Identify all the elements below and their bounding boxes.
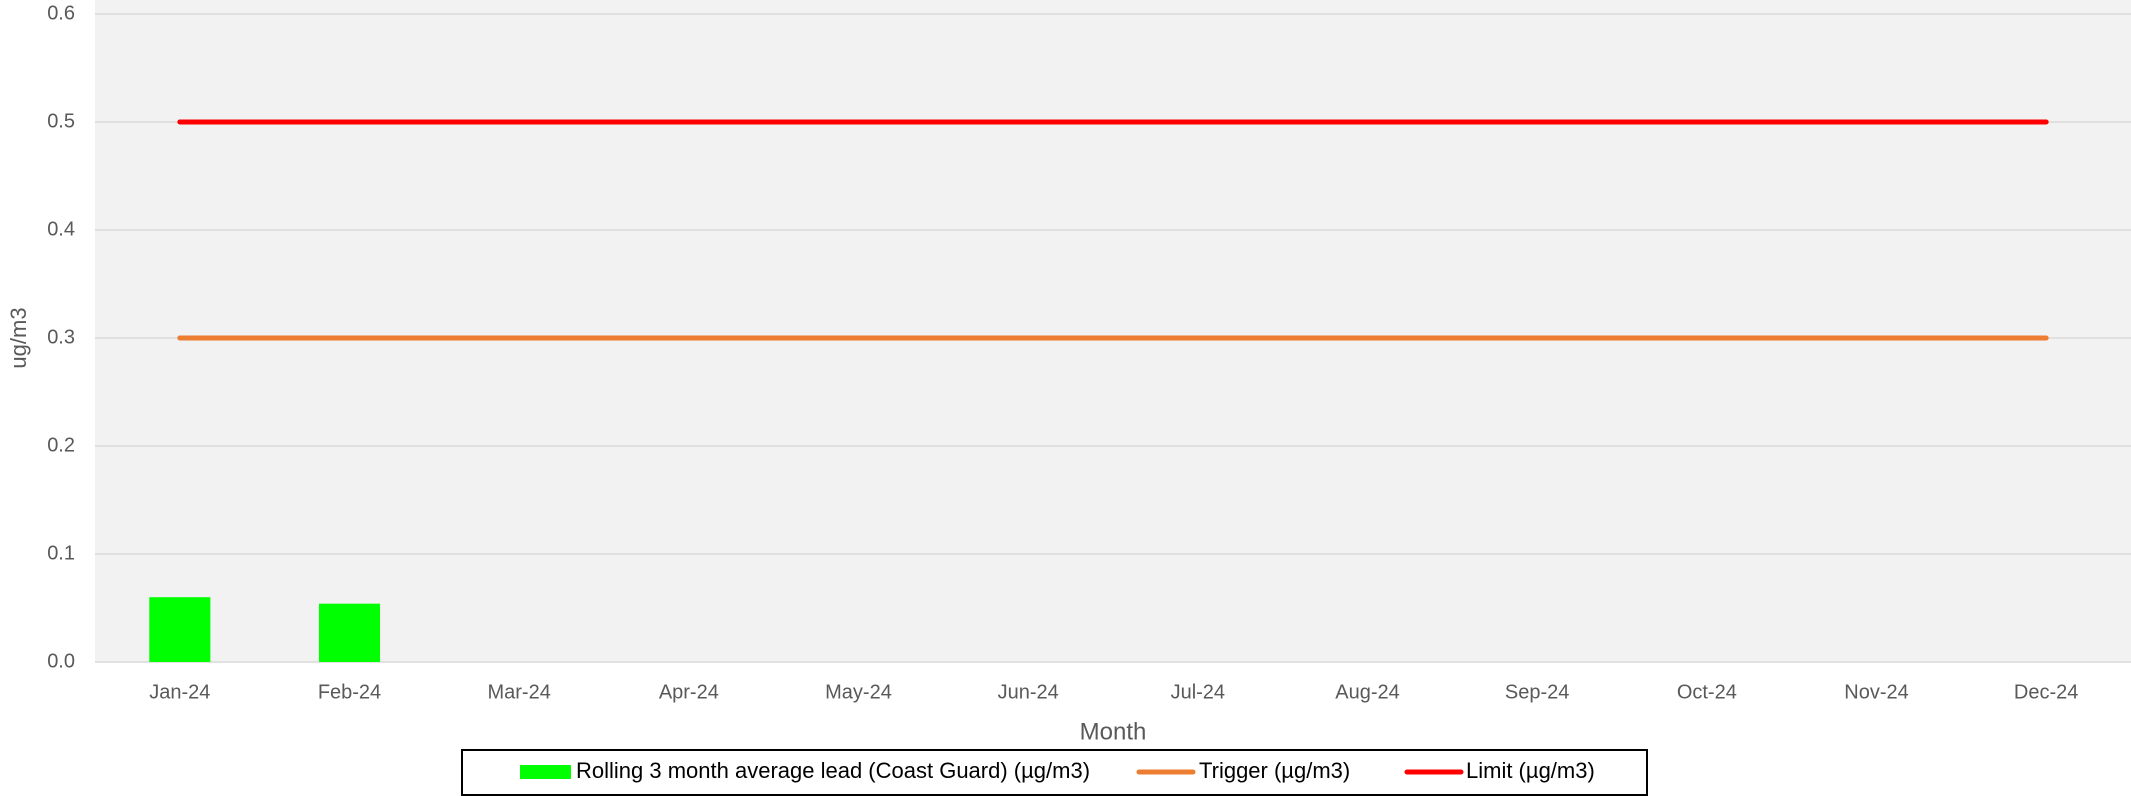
x-tick-label: Sep-24 [1505, 681, 1570, 703]
y-tick-label: 0.0 [47, 650, 75, 672]
y-tick-label: 0.1 [47, 542, 75, 564]
bar [149, 597, 211, 662]
y-tick-label: 0.3 [47, 326, 75, 348]
x-tick-label: Mar-24 [487, 681, 550, 703]
y-axis-title: ug/m3 [6, 307, 31, 368]
y-tick-label: 0.6 [47, 2, 75, 24]
x-tick-label: May-24 [825, 681, 892, 703]
x-tick-label: Aug-24 [1335, 681, 1400, 703]
x-tick-label: Jul-24 [1171, 681, 1225, 703]
y-tick-label: 0.5 [47, 110, 75, 132]
x-tick-label: Apr-24 [659, 681, 719, 703]
y-tick-label: 0.2 [47, 434, 75, 456]
y-tick-label: 0.4 [47, 218, 75, 240]
x-axis-title: Month [1080, 718, 1147, 745]
x-tick-label: Jun-24 [998, 681, 1059, 703]
legend-label: Limit (µg/m3) [1466, 758, 1595, 783]
legend-label: Trigger (µg/m3) [1199, 758, 1350, 783]
plot-area [95, 0, 2131, 662]
x-tick-label: Jan-24 [149, 681, 210, 703]
x-tick-label: Dec-24 [2014, 681, 2078, 703]
x-tick-label: Feb-24 [318, 681, 381, 703]
legend-label: Rolling 3 month average lead (Coast Guar… [576, 758, 1090, 783]
bar [318, 603, 381, 662]
x-tick-label: Oct-24 [1677, 681, 1737, 703]
legend-swatch [520, 765, 571, 779]
x-tick-label: Nov-24 [1844, 681, 1908, 703]
